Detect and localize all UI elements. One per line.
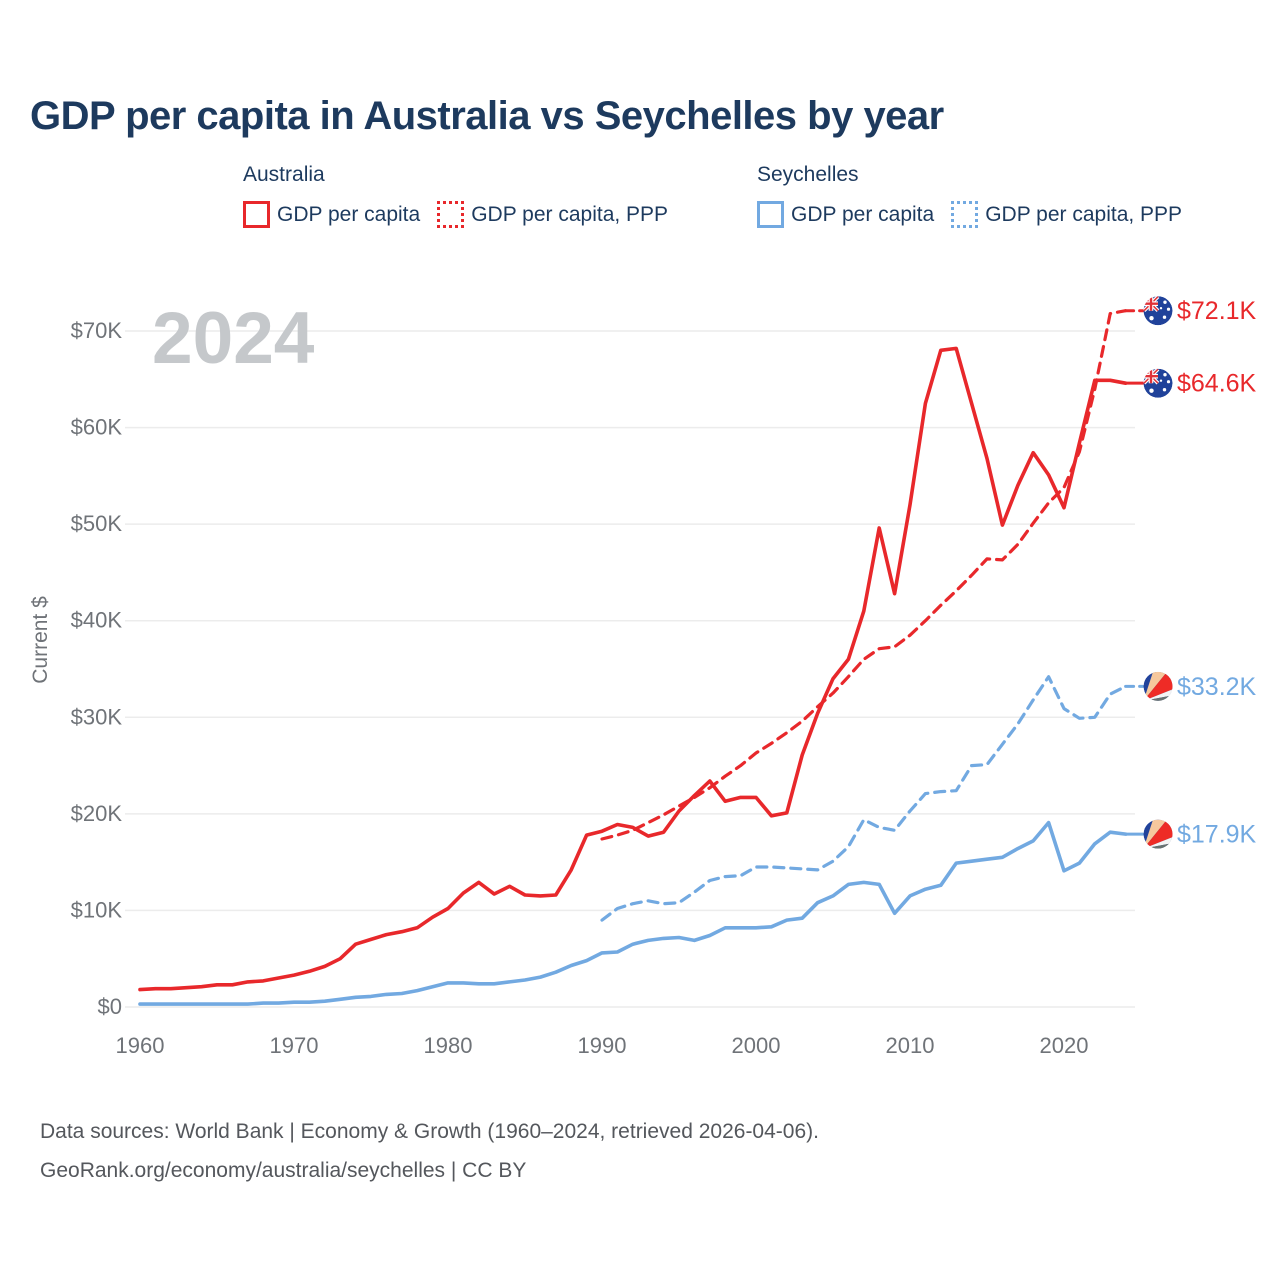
legend-item-seychelles-gdp[interactable]: GDP per capita: [757, 201, 934, 228]
blue-dotted-swatch-icon: [951, 201, 979, 228]
y-tick-label: $40K: [71, 608, 123, 633]
seychelles-gdp-ppp-end-value: $33.2K: [1177, 673, 1257, 701]
y-axis-title: Current $: [29, 596, 52, 684]
series-end-labels: $72.1K $64.6K $33.2K $17.9K: [1124, 296, 1257, 849]
legend-item-australia-gdp[interactable]: GDP per capita: [243, 201, 420, 228]
legend-item-seychelles-gdp-ppp[interactable]: GDP per capita, PPP: [951, 201, 1182, 228]
y-tick-label: $60K: [71, 415, 123, 440]
legend-item-australia-gdp-ppp[interactable]: GDP per capita, PPP: [437, 201, 668, 228]
seychelles-gdp-line: [138, 820, 1128, 1006]
australia-flag-icon: [1144, 296, 1173, 325]
gridlines: [125, 330, 1135, 1008]
australia-gdp-ppp-end-value: $72.1K: [1177, 297, 1257, 325]
x-tick-label: 1960: [116, 1033, 165, 1058]
australia-gdp-ppp-line: [600, 309, 1128, 841]
x-tick-label: 1970: [270, 1033, 319, 1058]
footer-sources: Data sources: World Bank | Economy & Gro…: [40, 1120, 819, 1143]
legend-items: GDP per capita GDP per capita, PPP: [243, 201, 668, 228]
legend-group-label: Australia: [243, 163, 325, 186]
y-tick-label: $50K: [71, 511, 123, 536]
x-tick-label: 2020: [1040, 1033, 1089, 1058]
seychelles-gdp-ppp-line: [600, 675, 1128, 922]
x-axis-ticks: 1960 1970 1980 1990 2000 2010 2020: [116, 1033, 1089, 1058]
legend-item-label: GDP per capita, PPP: [985, 202, 1183, 226]
legend-item-label: GDP per capita: [277, 202, 421, 226]
y-axis-ticks: $0 $10K $20K $30K $40K $50K $60K $70K: [71, 318, 123, 1019]
legend-item-label: GDP per capita, PPP: [471, 202, 669, 226]
y-tick-label: $0: [98, 994, 122, 1019]
australia-gdp-line: [138, 346, 1128, 992]
blue-solid-swatch-icon: [757, 201, 784, 228]
footer-attribution: GeoRank.org/economy/australia/seychelles…: [40, 1159, 527, 1182]
series-lines: [138, 309, 1128, 1006]
year-watermark: 2024: [152, 298, 315, 379]
seychelles-flag-icon: [1144, 820, 1173, 849]
legend-group-label: Seychelles: [757, 163, 859, 186]
footer: Data sources: World Bank | Economy & Gro…: [40, 1112, 819, 1190]
legend-group-australia: Australia GDP per capita GDP per capita,…: [243, 163, 668, 228]
seychelles-flag-icon: [1144, 672, 1173, 701]
x-tick-label: 1990: [578, 1033, 627, 1058]
y-tick-label: $10K: [71, 897, 123, 922]
seychelles-gdp-end-value: $17.9K: [1177, 821, 1257, 849]
australia-gdp-end-value: $64.6K: [1177, 370, 1257, 398]
australia-flag-icon: [1144, 369, 1173, 398]
legend-group-seychelles: Seychelles GDP per capita GDP per capita…: [757, 163, 1182, 228]
page-title: GDP per capita in Australia vs Seychelle…: [30, 94, 944, 138]
red-solid-swatch-icon: [243, 201, 270, 228]
legend-items: GDP per capita GDP per capita, PPP: [757, 201, 1182, 228]
x-tick-label: 2010: [886, 1033, 935, 1058]
y-tick-label: $70K: [71, 318, 123, 343]
red-dotted-swatch-icon: [437, 201, 465, 228]
legend-item-label: GDP per capita: [791, 202, 935, 226]
x-tick-label: 1980: [424, 1033, 473, 1058]
y-tick-label: $20K: [71, 801, 123, 826]
x-tick-label: 2000: [732, 1033, 781, 1058]
y-tick-label: $30K: [71, 704, 123, 729]
